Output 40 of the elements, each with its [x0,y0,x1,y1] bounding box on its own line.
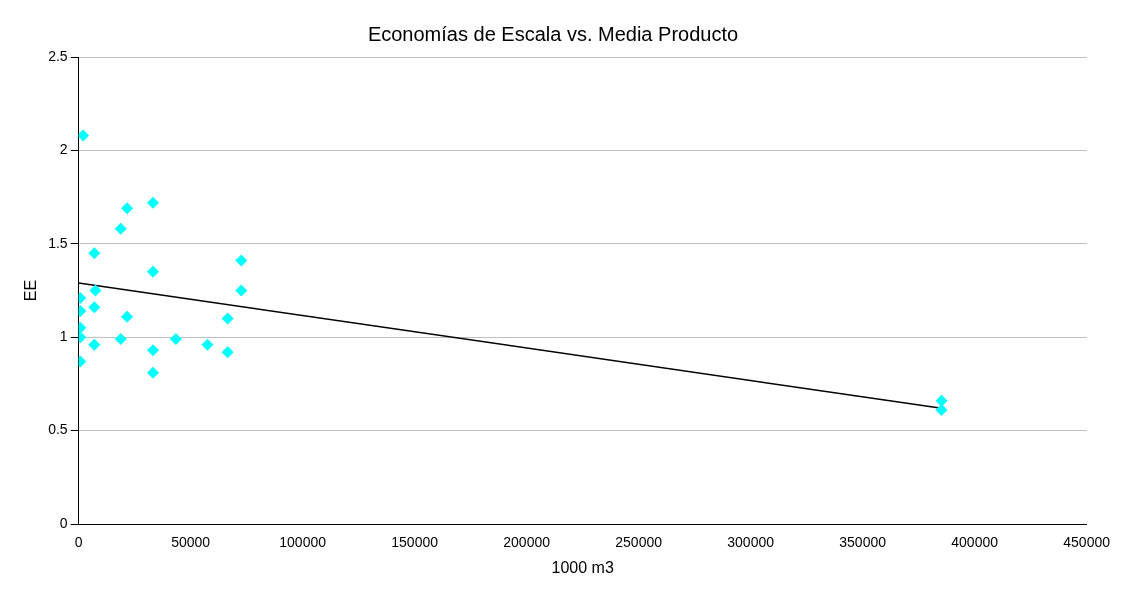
y-tick-label: 0 [59,514,68,531]
y-tick-label: 2.5 [48,47,68,64]
point [221,346,234,359]
point [935,404,948,417]
point [121,202,134,215]
point [88,338,101,351]
point [235,254,248,267]
point [169,333,182,346]
point [78,129,90,142]
point [147,265,160,278]
x-tick-label: 400000 [951,534,999,551]
point [201,338,214,351]
x-tick-label: 150000 [391,534,439,551]
point [88,247,101,260]
x-tick-label: 250000 [615,534,663,551]
x-tick-label: 0 [74,534,83,551]
x-tick-label: 350000 [839,534,887,551]
chart-title: Economías de Escala vs. Media Producto [367,22,739,45]
x-tick-label: 450000 [1063,534,1111,551]
point [88,301,101,314]
point [121,310,134,323]
point [147,196,160,209]
y-tick-label: 1.5 [48,234,68,251]
x-tick-label: 200000 [503,534,551,551]
x-tick-label: 300000 [727,534,775,551]
x-axis-title: 1000 m3 [551,558,614,576]
point [147,344,160,357]
y-tick-label: 1 [59,328,68,345]
point [114,222,127,235]
y-tick-label: 0.5 [48,421,68,438]
x-tick-label: 100000 [279,534,327,551]
point [935,394,948,407]
point [221,312,234,325]
point [114,333,127,346]
y-axis-title: EE [22,279,40,302]
point [235,284,248,297]
point [147,366,160,379]
point [89,284,102,297]
x-tick-label: 50000 [171,534,211,551]
y-tick-label: 2 [59,141,68,158]
